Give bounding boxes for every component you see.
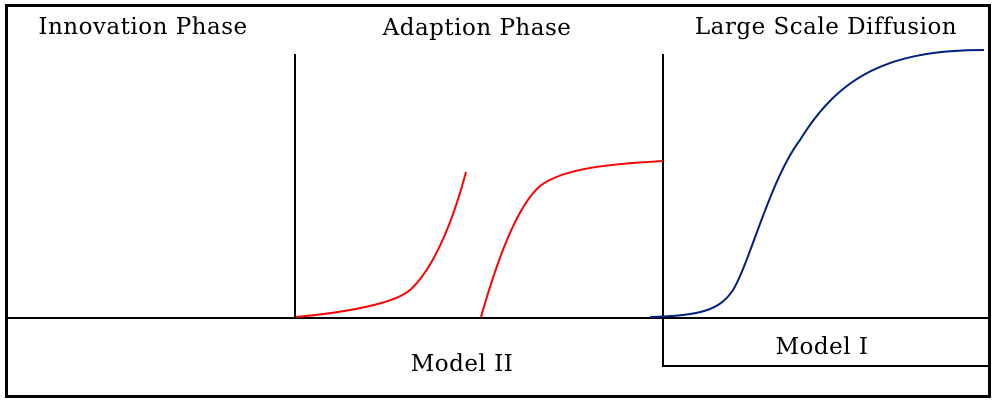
model-1-label: Model I [776, 334, 869, 360]
diffusion-phase-title: Large Scale Diffusion [695, 14, 957, 40]
model-1-curve [649, 49, 985, 318]
adaption-phase-title: Adaption Phase [382, 15, 572, 41]
model-2-label: Model II [411, 351, 514, 377]
innovation-phase-title: Innovation Phase [38, 14, 247, 40]
model-2-curve-late [480, 160, 664, 318]
outer-frame [5, 4, 991, 398]
model-2-curve-early [295, 171, 467, 318]
